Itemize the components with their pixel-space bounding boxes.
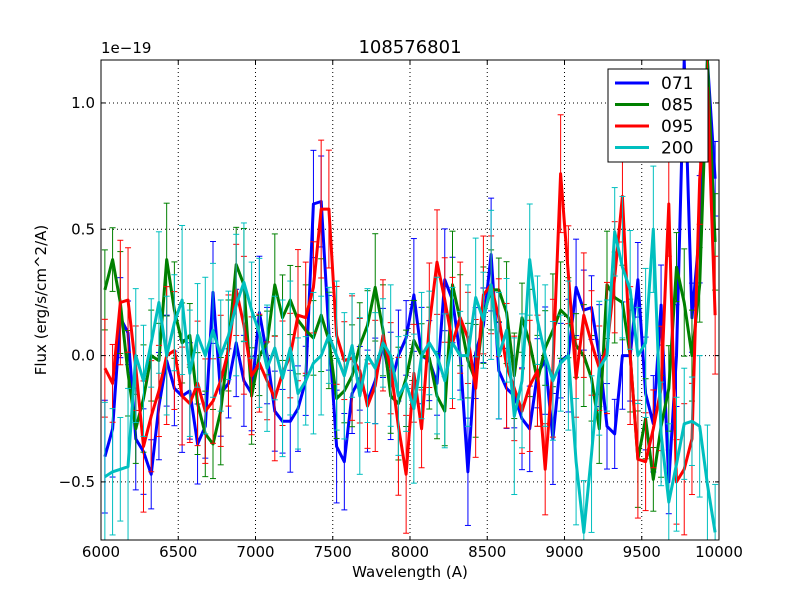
series-200 bbox=[101, 165, 719, 540]
ticks: 6000 6500 7000 7500 8000 8500 9000 9500 10000 −0.… bbox=[59, 60, 743, 561]
x-tick-label: 6500 bbox=[159, 543, 197, 561]
offset-text: 1e−19 bbox=[101, 39, 151, 57]
x-tick-label: 6000 bbox=[82, 543, 120, 561]
series-line-095 bbox=[103, 86, 717, 484]
x-tick-label: 7500 bbox=[314, 543, 352, 561]
legend-label-085: 085 bbox=[661, 96, 693, 116]
legend-label-200: 200 bbox=[661, 139, 693, 159]
x-tick-label: 8500 bbox=[468, 543, 506, 561]
legend-label-095: 095 bbox=[661, 117, 693, 137]
y-tick-label: 0.5 bbox=[71, 220, 95, 238]
y-axis-label: Flux (erg/s/cm^2/A) bbox=[32, 225, 50, 376]
x-tick-label: 8000 bbox=[391, 543, 429, 561]
x-tick-label: 10000 bbox=[695, 543, 743, 561]
x-tick-label: 7000 bbox=[236, 543, 274, 561]
y-tick-label: 1.0 bbox=[71, 94, 95, 112]
y-tick-label: 0.0 bbox=[71, 347, 95, 365]
series-layer bbox=[101, 60, 719, 540]
series-line-071 bbox=[103, 60, 717, 484]
x-tick-label: 9500 bbox=[623, 543, 661, 561]
x-axis-label: Wavelength (A) bbox=[352, 563, 468, 581]
series-line-200 bbox=[104, 227, 717, 534]
x-tick-label: 9000 bbox=[545, 543, 583, 561]
legend-label-071: 071 bbox=[661, 74, 693, 94]
y-tick-label: −0.5 bbox=[59, 473, 95, 491]
chart-title: 108576801 bbox=[358, 37, 461, 58]
